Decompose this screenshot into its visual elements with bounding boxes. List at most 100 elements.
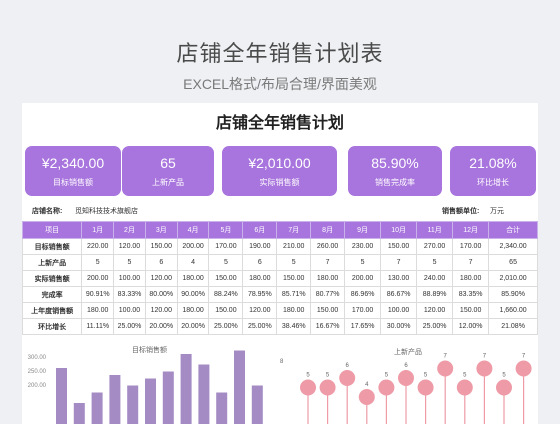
data-label: 5 [502,373,506,379]
data-label: 7 [522,354,526,360]
table-cell: 220.00 [81,238,115,255]
table-row: 上新产品 5 5 6 4 5 6 5 7 5 7 5 7 65 [22,254,538,271]
table-cell: 120.00 [416,302,454,319]
table-cell: 2,340.00 [488,238,538,255]
lollipop-point [417,379,434,396]
lollipop-point [476,360,493,377]
kpi-value: 85.90% [371,155,419,171]
lollipop-point [300,379,316,396]
table-cell: 180.00 [81,302,115,319]
table-cell: 6 [144,254,178,271]
table-cell: 5 [113,254,146,271]
table-cell: 16.67% [310,318,346,335]
row-header-cell: 上新产品 [22,254,83,271]
table-cell: 1,660.00 [488,302,538,319]
bar [251,385,263,424]
table-cell: 86.96% [344,286,382,303]
table-cell: 170.00 [452,238,490,255]
table-cell: 86.67% [380,286,418,303]
bar [73,403,85,424]
column-header: 9月 [344,221,382,239]
lollipop-point [358,389,375,405]
table-cell: 7 [380,254,418,271]
lollipop-point [339,370,356,386]
table-cell: 83.35% [452,286,490,303]
table-cell: 20.00% [144,318,178,335]
unit-value: 万元 [490,208,504,215]
table-cell: 12.00% [452,318,490,335]
bar [216,392,228,424]
table-cell: 170.00 [208,238,244,255]
y-tick-label: 250.00 [27,369,46,375]
bar [198,364,210,424]
column-header: 7月 [276,221,312,239]
kpi-value: 65 [160,155,176,171]
table-cell: 65 [488,254,538,271]
table-cell: 180.00 [242,270,278,287]
table-cell: 200.00 [81,270,115,287]
sheet-title: 店铺全年销售计划 [215,115,344,132]
y-axis-label: 8 [280,359,284,365]
lollipop-point [515,360,532,377]
row-header-cell: 环比增长 [22,318,83,335]
table-cell: 5 [276,254,312,271]
data-label: 6 [404,363,408,369]
table-cell: 100.00 [380,302,418,319]
column-header: 11月 [416,221,454,239]
table-cell: 200.00 [176,238,210,255]
table-cell: 180.00 [276,302,312,319]
table-row: 完成率 90.91% 83.33% 80.00% 90.00% 88.24% 78.95% 8… [22,286,538,303]
table-cell: 150.00 [380,238,418,255]
table-cell: 180.00 [176,302,210,319]
table-row: 实际销售额 200.00 100.00 120.00 180.00 150.00 180.0… [22,270,538,287]
table-cell: 11.11% [81,318,115,335]
table-row: 环比增长 11.11% 25.00% 20.00% 20.00% 25.00% 25.00%… [22,318,538,335]
table-cell: 20.00% [176,318,210,335]
column-header: 合计 [488,221,538,239]
unit-label: 销售额单位: [442,208,480,215]
page-subtitle: EXCEL格式/布局合理/界面美观 [183,76,377,92]
lollipop-chart-plot: 5 5 6 4 5 6 5 7 5 7 5 7 [300,354,532,424]
table-cell: 85.90% [488,286,538,303]
lollipop-point [496,379,512,396]
table-cell: 88.24% [208,286,244,303]
column-header: 10月 [380,221,418,239]
column-header: 5月 [208,221,244,239]
column-header: 2月 [113,221,146,239]
data-label: 5 [385,373,389,379]
store-name-value: 觅知科技技术旗舰店 [75,208,138,215]
table-cell: 5 [416,254,454,271]
bar [109,375,121,424]
y-tick-label: 200.00 [27,383,46,389]
column-header: 项目 [22,221,83,239]
column-header: 3月 [144,221,178,239]
table-cell: 120.00 [242,302,278,319]
chart-title: 目标销售额 [132,347,167,354]
table-cell: 240.00 [416,270,454,287]
table-cell: 17.65% [344,318,382,335]
data-label: 6 [346,363,350,369]
data-label: 5 [326,373,330,379]
table-cell: 88.89% [416,286,454,303]
lollipop-point [398,370,414,386]
row-header-cell: 完成率 [22,286,83,303]
table-cell: 7 [310,254,346,271]
table-cell: 80.00% [144,286,178,303]
column-header: 4月 [176,221,210,239]
table-cell: 90.91% [81,286,115,303]
new-products-chart: 上新产品 8 5 5 6 4 5 6 5 7 5 7 5 7 [280,335,538,424]
data-label: 5 [424,373,428,379]
table-cell: 130.00 [380,270,418,287]
kpi-label: 上新产品 [152,178,184,187]
table-cell: 210.00 [276,238,312,255]
row-header-cell: 上年度销售额 [22,302,83,319]
kpi-value: ¥2,010.00 [248,155,311,171]
data-label: 5 [463,373,467,379]
sales-table: 项目 1月 2月 3月 4月 5月 6月 7月 8月 9月 10月 11月 12月 合计 目标销售额 220… [22,221,538,335]
column-header: 8月 [310,221,346,239]
table-cell: 2,010.00 [488,270,538,287]
table-cell: 150.00 [276,270,312,287]
table-cell: 120.00 [144,270,178,287]
column-header: 6月 [242,221,278,239]
table-cell: 5 [208,254,244,271]
